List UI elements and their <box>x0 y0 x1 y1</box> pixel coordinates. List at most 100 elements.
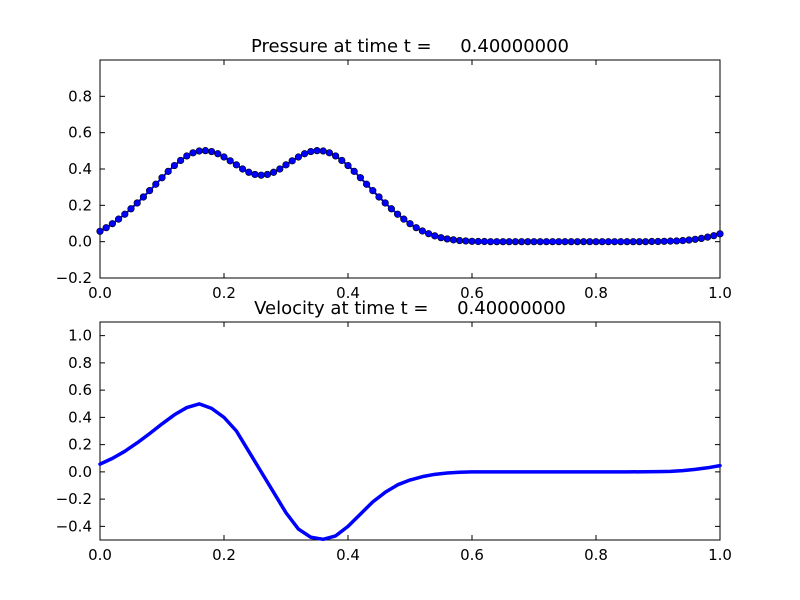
pressure-data-point <box>474 237 482 246</box>
pressure-data-point <box>288 157 296 165</box>
velocity-plot-frame <box>99 321 721 541</box>
pressure-y-tick-label: 0.2 <box>68 196 92 214</box>
pressure-data-point <box>691 235 699 243</box>
pressure-y-tick-label: −0.2 <box>56 269 92 287</box>
pressure-data-point <box>164 167 172 175</box>
velocity-x-ticks: 0.0 0.2 0.4 0.6 0.8 1.0 <box>88 322 732 564</box>
pressure-data-point <box>536 238 544 246</box>
pressure-data-point <box>183 152 191 160</box>
pressure-data-point <box>263 170 272 179</box>
pressure-data-point <box>672 237 681 245</box>
pressure-data-point <box>679 236 687 245</box>
pressure-data-point <box>623 238 631 246</box>
pressure-series-line <box>99 149 721 243</box>
pressure-data-point <box>344 161 352 170</box>
pressure-data-point <box>294 153 303 161</box>
pressure-data-point <box>604 238 613 246</box>
velocity-chart: Velocity at time t = 0.40000000 0.0 0.2 0.… <box>56 298 732 564</box>
pressure-data-point <box>480 237 489 246</box>
pressure-data-point <box>716 230 724 238</box>
velocity-series-line <box>98 402 722 542</box>
pressure-series <box>96 147 724 246</box>
pressure-data-point <box>666 237 675 245</box>
pressure-data-point <box>524 238 532 246</box>
pressure-data-point <box>493 238 501 246</box>
pressure-data-point <box>152 180 160 188</box>
pressure-data-point <box>239 165 247 173</box>
pressure-data-point <box>146 187 154 195</box>
velocity-x-tick-label: 0.2 <box>212 546 236 564</box>
pressure-chart-title: Pressure at time t = 0.40000000 <box>251 36 569 57</box>
pressure-x-tick-label: 1.0 <box>708 284 732 302</box>
pressure-y-tick-label: 0.6 <box>68 124 92 142</box>
pressure-data-point <box>319 147 327 155</box>
velocity-y-tick-label: 1.0 <box>68 327 92 345</box>
pressure-data-point <box>567 238 575 246</box>
pressure-plot-frame <box>99 59 721 279</box>
pressure-data-point <box>325 149 334 157</box>
pressure-data-point <box>468 237 476 245</box>
pressure-data-point <box>542 238 551 246</box>
pressure-data-point <box>338 156 346 165</box>
pressure-data-point <box>139 193 147 201</box>
pressure-data-point <box>592 238 600 246</box>
pressure-data-point <box>127 205 135 213</box>
pressure-data-point <box>108 220 116 228</box>
pressure-data-point <box>208 147 216 156</box>
pressure-y-tick-label: 0.0 <box>68 233 92 251</box>
pressure-data-point <box>561 238 569 246</box>
pressure-data-point <box>170 161 178 170</box>
pressure-y-ticks: −0.2 0.0 0.2 0.4 0.6 0.8 <box>56 87 720 287</box>
pressure-data-point <box>660 237 668 245</box>
velocity-x-tick-label: 0.6 <box>460 546 484 564</box>
pressure-data-point <box>220 153 228 161</box>
pressure-data-point <box>332 152 340 160</box>
pressure-data-point <box>511 238 520 246</box>
pressure-data-point <box>350 167 358 175</box>
pressure-data-point <box>697 234 706 242</box>
pressure-data-point <box>437 234 445 242</box>
pressure-data-point <box>394 210 402 218</box>
pressure-data-point <box>406 220 414 228</box>
pressure-x-tick-label: 0.6 <box>460 284 484 302</box>
pressure-data-point <box>375 193 383 201</box>
pressure-data-point <box>387 205 396 213</box>
pressure-data-point <box>245 168 253 176</box>
velocity-y-tick-label: 0.8 <box>68 354 92 372</box>
pressure-data-point <box>710 232 718 240</box>
pressure-data-point <box>282 161 290 169</box>
pressure-data-point <box>381 199 389 207</box>
pressure-chart: Pressure at time t = 0.40000000 0.0 0.2 0.… <box>56 36 732 302</box>
velocity-y-tick-label: 0.6 <box>68 381 92 399</box>
pressure-data-point <box>189 149 197 157</box>
pressure-data-point <box>301 150 309 158</box>
pressure-data-point <box>641 238 650 246</box>
pressure-data-point <box>201 147 209 155</box>
pressure-data-point <box>412 224 420 232</box>
pressure-data-point <box>257 171 265 179</box>
pressure-data-point <box>586 238 594 246</box>
pressure-data-point <box>517 238 526 246</box>
pressure-data-point <box>431 232 439 240</box>
pressure-data-point <box>573 238 582 246</box>
pressure-data-point <box>226 157 234 165</box>
pressure-x-tick-label: 0.8 <box>584 284 608 302</box>
pressure-data-point <box>251 170 259 179</box>
pressure-data-point <box>530 238 538 246</box>
pressure-data-point <box>499 238 507 246</box>
pressure-data-point <box>629 238 637 246</box>
pressure-data-point <box>555 238 563 246</box>
pressure-data-point <box>270 168 278 176</box>
velocity-x-tick-label: 1.0 <box>708 546 732 564</box>
pressure-data-point <box>443 235 451 243</box>
pressure-data-point <box>400 215 408 223</box>
pressure-data-point <box>654 237 662 246</box>
pressure-data-point <box>121 210 129 218</box>
pressure-x-tick-label: 0.4 <box>336 284 360 302</box>
pressure-data-point <box>610 238 619 246</box>
pressure-data-point <box>456 236 464 245</box>
pressure-data-point <box>232 161 240 169</box>
velocity-y-tick-label: −0.4 <box>56 517 92 535</box>
velocity-x-tick-label: 0.4 <box>336 546 360 564</box>
